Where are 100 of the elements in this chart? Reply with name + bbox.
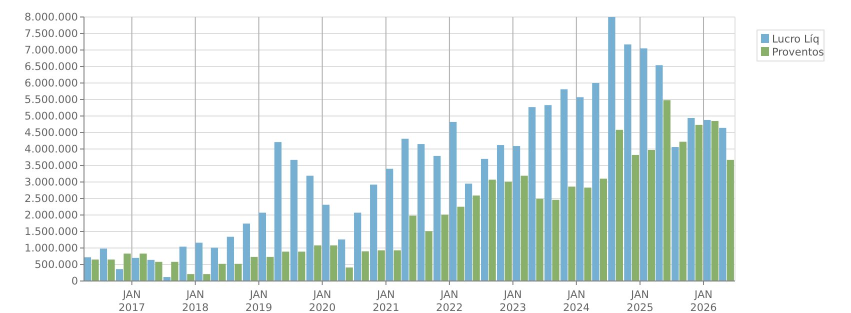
bar bbox=[394, 250, 401, 281]
x-tick-label: JAN 2022 bbox=[436, 289, 463, 313]
bar bbox=[480, 158, 488, 281]
bar bbox=[704, 120, 711, 281]
bar bbox=[179, 246, 187, 281]
bar bbox=[266, 256, 274, 281]
y-tick-label: 6.500.000 bbox=[24, 61, 78, 74]
bar bbox=[370, 184, 378, 281]
x-tick-label: JAN 2026 bbox=[690, 289, 718, 313]
bar bbox=[592, 83, 600, 281]
bar bbox=[520, 176, 528, 281]
y-tick-label: 4.500.000 bbox=[24, 127, 78, 140]
bar bbox=[560, 89, 568, 281]
bar bbox=[378, 250, 385, 281]
bar bbox=[600, 178, 607, 281]
bar bbox=[258, 212, 266, 281]
y-tick-label: 5.000.000 bbox=[24, 110, 78, 123]
y-tick-label: 3.500.000 bbox=[24, 160, 78, 172]
bar bbox=[171, 262, 178, 281]
bar bbox=[140, 254, 147, 281]
bar bbox=[719, 128, 726, 281]
x-tick-label: JAN 2025 bbox=[626, 289, 654, 313]
bar bbox=[434, 156, 441, 281]
bar bbox=[457, 206, 464, 281]
y-tick-label: 6.000.000 bbox=[24, 78, 78, 90]
bar bbox=[528, 107, 536, 281]
bar bbox=[656, 65, 663, 281]
bar bbox=[418, 144, 425, 281]
bar bbox=[504, 182, 512, 281]
bar bbox=[155, 262, 162, 281]
bar bbox=[187, 274, 194, 281]
bar bbox=[648, 150, 656, 281]
bar bbox=[663, 100, 670, 281]
bar bbox=[568, 186, 576, 281]
bar bbox=[242, 224, 250, 281]
bar bbox=[124, 254, 131, 281]
bar bbox=[108, 260, 115, 281]
bar bbox=[218, 264, 226, 281]
bar bbox=[472, 196, 480, 281]
y-tick-label: 5.500.000 bbox=[24, 94, 78, 106]
x-tick-label: JAN 2017 bbox=[118, 289, 146, 313]
bar bbox=[330, 245, 338, 281]
bar bbox=[306, 176, 314, 281]
bar bbox=[711, 120, 718, 281]
bar bbox=[92, 260, 99, 281]
bar bbox=[298, 252, 306, 281]
bar bbox=[314, 245, 322, 281]
bar bbox=[616, 130, 623, 281]
y-tick-label: 4.000.000 bbox=[24, 144, 78, 156]
bar bbox=[688, 118, 695, 281]
bar bbox=[450, 122, 457, 281]
bar bbox=[147, 260, 155, 281]
bar bbox=[464, 184, 472, 281]
y-tick-label: 0 bbox=[71, 276, 78, 288]
y-tick-label: 2.500.000 bbox=[24, 193, 78, 206]
bar bbox=[640, 48, 648, 281]
bar bbox=[536, 198, 544, 281]
bar bbox=[624, 44, 632, 281]
bar bbox=[512, 146, 520, 281]
bar bbox=[290, 160, 298, 281]
bar bbox=[488, 180, 496, 281]
bar bbox=[402, 138, 409, 281]
bar bbox=[386, 168, 394, 281]
y-tick-label: 3.000.000 bbox=[24, 176, 78, 189]
bar bbox=[496, 145, 504, 281]
bar bbox=[584, 188, 592, 281]
bar bbox=[210, 248, 218, 281]
bar bbox=[132, 258, 140, 281]
bar bbox=[274, 142, 282, 281]
bar bbox=[608, 17, 616, 281]
bar bbox=[203, 274, 210, 281]
bar bbox=[441, 214, 448, 281]
bar bbox=[234, 264, 242, 281]
x-tick-label: JAN 2019 bbox=[245, 289, 272, 313]
x-tick-label: JAN 2021 bbox=[372, 289, 400, 313]
bar bbox=[695, 124, 702, 281]
x-tick-label: JAN 2024 bbox=[563, 289, 590, 313]
y-tick-label: 7.000.000 bbox=[24, 44, 78, 57]
y-tick-label: 8.000.000 bbox=[24, 12, 78, 24]
bar bbox=[409, 216, 416, 281]
bar bbox=[576, 97, 584, 281]
bar bbox=[354, 212, 362, 281]
bar bbox=[425, 231, 432, 281]
y-tick-label: 1.500.000 bbox=[24, 226, 78, 238]
bar bbox=[226, 236, 234, 281]
bar bbox=[116, 269, 124, 281]
bar bbox=[679, 142, 686, 281]
bar bbox=[726, 160, 734, 281]
bar bbox=[544, 105, 552, 281]
x-tick-label: JAN 2020 bbox=[308, 289, 336, 313]
x-tick-label: JAN 2023 bbox=[500, 289, 526, 313]
bar bbox=[362, 251, 369, 281]
bar bbox=[552, 200, 560, 281]
legend-label: Lucro Líq bbox=[772, 34, 820, 46]
y-tick-label: 500.000 bbox=[34, 259, 78, 272]
y-tick-label: 7.500.000 bbox=[24, 28, 78, 40]
y-tick-label: 2.000.000 bbox=[24, 210, 78, 222]
bar bbox=[100, 248, 108, 281]
y-tick-label: 1.000.000 bbox=[24, 242, 78, 255]
bar bbox=[672, 147, 679, 281]
